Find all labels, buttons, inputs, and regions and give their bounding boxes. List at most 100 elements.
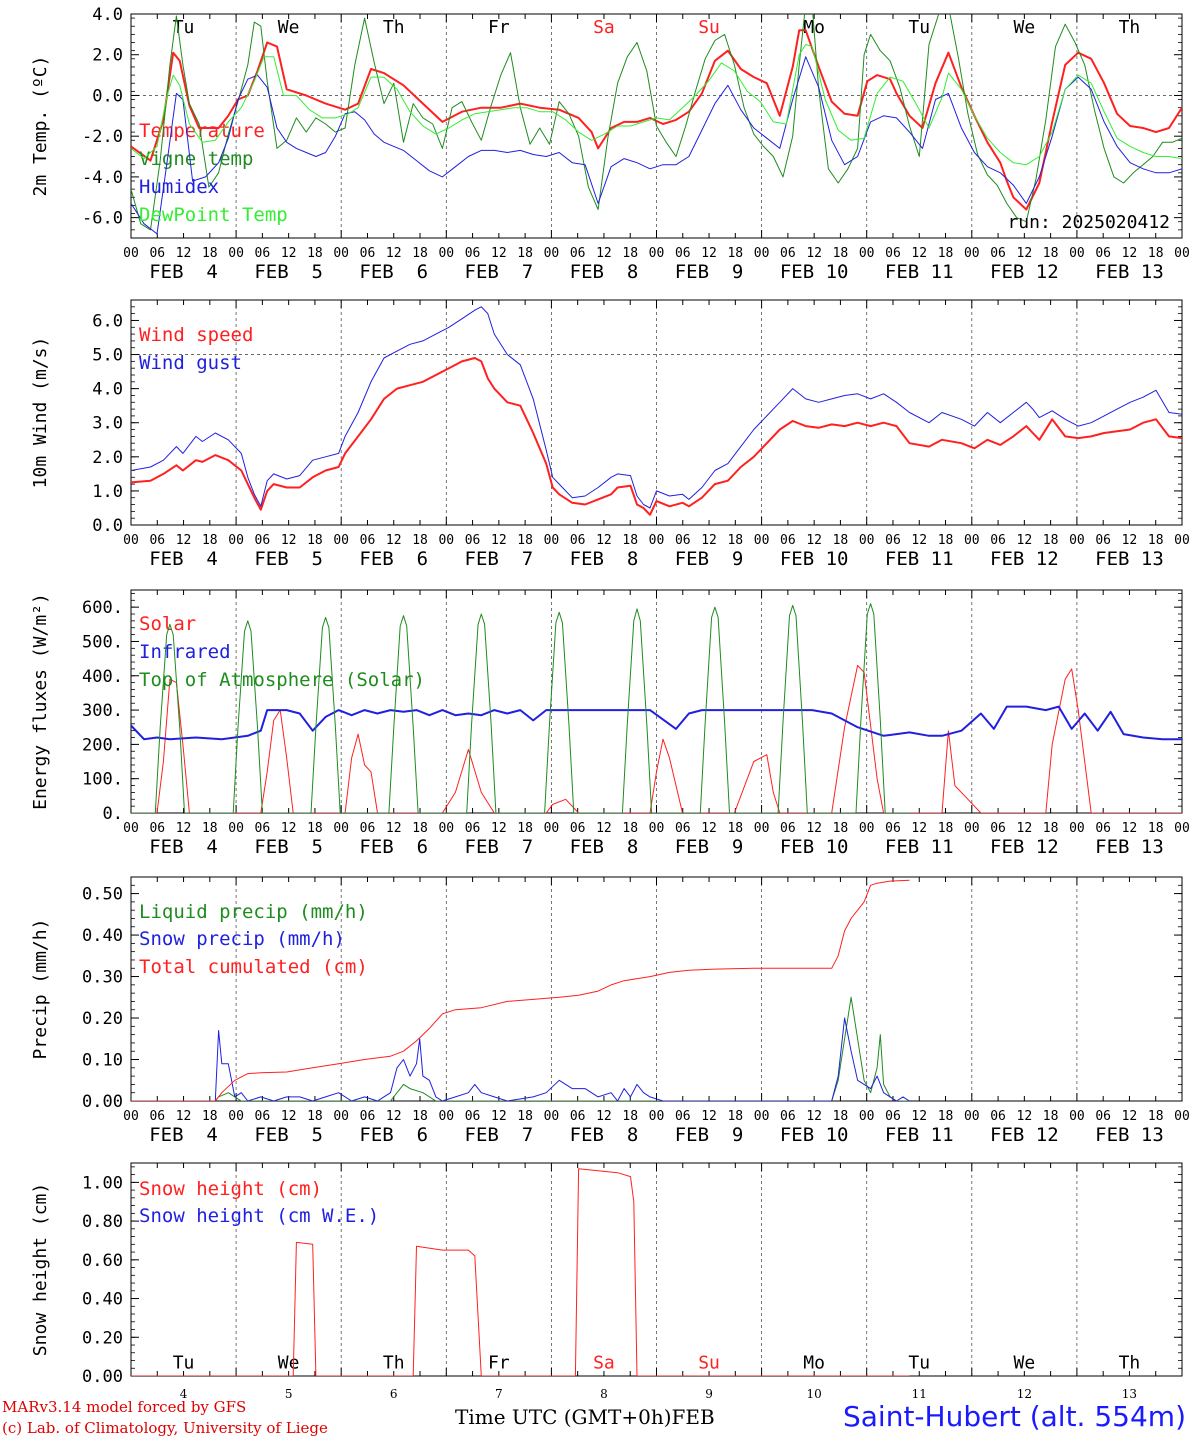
day-number-label: 13	[1122, 1387, 1137, 1401]
date-label: FEB 10	[780, 261, 849, 283]
y-tick-label: 0.0	[92, 516, 123, 536]
hour-tick-label: 06	[465, 821, 481, 836]
hour-tick-label: 12	[911, 246, 927, 261]
hour-tick-label: 00	[859, 821, 875, 836]
hour-tick-label: 12	[806, 246, 822, 261]
hour-tick-label: 06	[360, 533, 376, 548]
time-axis-text: Time UTC (GMT+0h)	[455, 1405, 672, 1429]
hour-tick-label: 06	[255, 533, 271, 548]
hour-tick-label: 00	[754, 533, 770, 548]
time-axis-label: Time UTC (GMT+0h)FEB	[455, 1405, 715, 1429]
hour-tick-label: 00	[859, 1109, 875, 1124]
hour-tick-label: 00	[544, 533, 560, 548]
legend-entry: Solar	[139, 613, 196, 635]
weekday-label: Fr	[488, 1352, 510, 1373]
date-label: FEB 4	[149, 261, 218, 283]
date-label: FEB 12	[990, 261, 1059, 283]
y-axis-label: 10m Wind (m/s)	[30, 337, 51, 489]
hour-tick-label: 06	[465, 533, 481, 548]
copyright-credit: (c) Lab. of Climatology, University of L…	[2, 1419, 328, 1437]
weekday-label: Tu	[908, 1352, 930, 1373]
hour-tick-label: 18	[622, 1109, 638, 1124]
legend-entry: Liquid precip (mm/h)	[139, 901, 368, 923]
hour-tick-label: 00	[1069, 821, 1085, 836]
hour-tick-label: 18	[833, 533, 849, 548]
weekday-label: We	[1014, 1352, 1036, 1373]
date-label: FEB 8	[570, 548, 639, 570]
hour-tick-label: 12	[596, 821, 612, 836]
hour-tick-label: 18	[622, 246, 638, 261]
hour-tick-label: 00	[333, 821, 349, 836]
hour-tick-label: 18	[1043, 821, 1059, 836]
y-tick-label: 5.0	[92, 346, 123, 366]
hour-tick-label: 18	[938, 533, 954, 548]
hour-tick-label: 00	[649, 1109, 665, 1124]
hour-tick-label: 00	[123, 246, 139, 261]
hour-tick-label: 12	[1017, 246, 1033, 261]
hour-tick-label: 18	[307, 533, 323, 548]
hour-tick-label: 00	[544, 246, 560, 261]
hour-tick-label: 00	[544, 821, 560, 836]
hour-tick-label: 12	[701, 821, 717, 836]
hour-tick-label: 18	[622, 533, 638, 548]
hour-tick-label: 06	[885, 821, 901, 836]
hour-tick-label: 00	[1069, 1109, 1085, 1124]
hour-tick-label: 00	[859, 533, 875, 548]
date-label: FEB 13	[1095, 548, 1164, 570]
weekday-label: Th	[383, 1352, 405, 1373]
hour-tick-label: 12	[911, 1109, 927, 1124]
weekday-label: We	[278, 1352, 300, 1373]
y-tick-label: 1.0	[92, 482, 123, 502]
date-label: FEB 13	[1095, 261, 1164, 283]
date-label: FEB 7	[465, 261, 534, 283]
y-tick-label: 100.	[82, 770, 123, 790]
hour-tick-label: 18	[412, 533, 428, 548]
weekday-label: Th	[383, 17, 405, 38]
hour-tick-label: 00	[754, 1109, 770, 1124]
weekday-label: Fr	[488, 17, 510, 38]
hour-tick-label: 18	[938, 246, 954, 261]
y-tick-label: 0.20	[82, 1328, 123, 1348]
y-tick-label: 0.00	[82, 1092, 123, 1112]
hour-tick-label: 18	[1148, 533, 1164, 548]
hour-tick-label: 00	[438, 821, 454, 836]
hour-tick-label: 18	[833, 821, 849, 836]
hour-tick-label: 12	[806, 821, 822, 836]
series-line-temperature	[131, 29, 1182, 211]
hour-tick-label: 00	[123, 1109, 139, 1124]
hour-tick-label: 06	[675, 246, 691, 261]
series-line-liquid-precip-mm-h-	[131, 996, 910, 1101]
hour-tick-label: 00	[228, 246, 244, 261]
series-line-solar	[131, 665, 1182, 813]
hour-tick-label: 12	[491, 821, 507, 836]
hour-tick-label: 12	[491, 1109, 507, 1124]
hour-tick-label: 00	[544, 1109, 560, 1124]
hour-tick-label: 18	[1043, 246, 1059, 261]
hour-tick-label: 00	[964, 533, 980, 548]
panel-2-frame	[130, 589, 1183, 814]
hour-tick-label: 06	[255, 821, 271, 836]
y-tick-label: 0.40	[82, 1290, 123, 1310]
series-line-dewpoint-temp	[131, 44, 1182, 166]
series-line-vigne-temp	[131, 14, 1182, 231]
hour-tick-label: 06	[675, 1109, 691, 1124]
hour-tick-label: 18	[307, 821, 323, 836]
y-tick-label: 600.	[82, 598, 123, 618]
date-label: FEB 13	[1095, 836, 1164, 858]
hour-tick-label: 12	[386, 1109, 402, 1124]
y-tick-label: 1.00	[82, 1173, 123, 1193]
hour-tick-label: 18	[1043, 533, 1059, 548]
hour-tick-label: 12	[281, 821, 297, 836]
date-label: FEB 8	[570, 1124, 639, 1146]
hour-tick-label: 18	[202, 533, 218, 548]
date-label: FEB 7	[465, 836, 534, 858]
weekday-label: We	[1014, 17, 1036, 38]
legend-entry: Temperature	[139, 120, 265, 142]
hour-tick-label: 18	[202, 246, 218, 261]
hour-tick-label: 00	[649, 821, 665, 836]
y-tick-label: 0.10	[82, 1051, 123, 1071]
legend-entry: Vigne temp	[139, 148, 253, 170]
weekday-label: Th	[1119, 17, 1141, 38]
y-tick-label: -6.0	[82, 209, 123, 229]
